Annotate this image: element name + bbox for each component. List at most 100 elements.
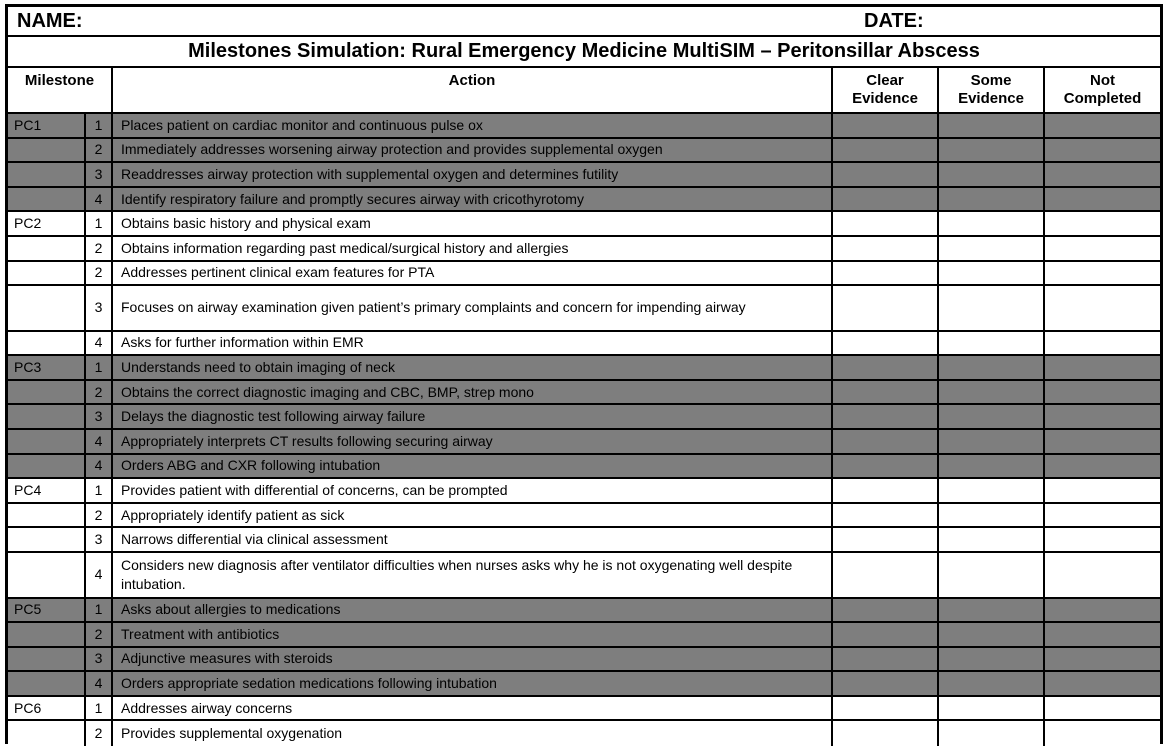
action-cell: Asks about allergies to medications [113, 598, 833, 622]
some-evidence-cell[interactable] [939, 721, 1045, 747]
clear-evidence-cell[interactable] [833, 236, 939, 260]
not-completed-cell[interactable] [1045, 430, 1160, 453]
clear-evidence-cell[interactable] [833, 138, 939, 162]
not-completed-cell[interactable] [1045, 114, 1160, 137]
level-cell: 4 [86, 430, 113, 453]
clear-evidence-cell[interactable] [833, 647, 939, 671]
milestone-cell [8, 236, 86, 260]
level-cell: 4 [86, 553, 113, 597]
clear-evidence-cell[interactable] [833, 598, 939, 622]
clear-evidence-cell[interactable] [833, 623, 939, 646]
level-cell: 1 [86, 114, 113, 137]
some-evidence-cell[interactable] [939, 212, 1045, 235]
some-evidence-cell[interactable] [939, 528, 1045, 551]
action-cell: Appropriately identify patient as sick [113, 503, 833, 527]
milestone-cell [8, 187, 86, 211]
some-evidence-cell[interactable] [939, 672, 1045, 695]
level-cell: 2 [86, 236, 113, 260]
not-completed-cell[interactable] [1045, 553, 1160, 597]
table-row: 3 Focuses on airway examination given pa… [8, 286, 1160, 332]
clear-evidence-cell[interactable] [833, 187, 939, 211]
not-completed-cell[interactable] [1045, 697, 1160, 720]
not-completed-cell[interactable] [1045, 262, 1160, 285]
clear-evidence-cell[interactable] [833, 430, 939, 453]
clear-evidence-cell[interactable] [833, 380, 939, 404]
some-evidence-cell[interactable] [939, 430, 1045, 453]
milestone-cell [8, 528, 86, 551]
some-evidence-cell[interactable] [939, 236, 1045, 260]
level-cell: 1 [86, 598, 113, 622]
clear-evidence-cell[interactable] [833, 696, 939, 720]
clear-evidence-cell[interactable] [833, 405, 939, 429]
milestones-table: NAME: DATE: Milestones Simulation: Rural… [5, 4, 1163, 747]
milestone-cell [8, 405, 86, 429]
not-completed-cell[interactable] [1045, 455, 1160, 478]
table-row: 3 Readdresses airway protection with sup… [8, 163, 1160, 188]
some-evidence-cell[interactable] [939, 553, 1045, 597]
some-evidence-cell[interactable] [939, 261, 1045, 285]
not-completed-cell[interactable] [1045, 332, 1160, 355]
clear-evidence-cell[interactable] [833, 261, 939, 285]
clear-evidence-cell[interactable] [833, 721, 939, 747]
table-row: 2 Provides supplemental oxygenation [8, 721, 1160, 747]
not-completed-cell[interactable] [1045, 405, 1160, 428]
action-cell: Treatment with antibiotics [113, 623, 833, 646]
milestone-cell: PC3 [8, 356, 86, 379]
clear-evidence-cell[interactable] [833, 479, 939, 502]
clear-evidence-cell[interactable] [833, 114, 939, 137]
clear-evidence-cell[interactable] [833, 672, 939, 695]
milestone-cell: PC2 [8, 212, 86, 235]
clear-evidence-cell[interactable] [833, 454, 939, 478]
clear-evidence-cell[interactable] [833, 553, 939, 597]
clear-evidence-cell[interactable] [833, 503, 939, 527]
some-evidence-cell[interactable] [939, 163, 1045, 186]
some-evidence-cell[interactable] [939, 380, 1045, 404]
some-evidence-cell[interactable] [939, 696, 1045, 720]
some-evidence-cell[interactable] [939, 598, 1045, 622]
not-completed-cell[interactable] [1045, 237, 1160, 260]
action-cell: Obtains basic history and physical exam [113, 212, 833, 235]
some-evidence-cell[interactable] [939, 114, 1045, 137]
not-completed-cell[interactable] [1045, 504, 1160, 527]
not-completed-cell[interactable] [1045, 721, 1160, 746]
not-completed-cell[interactable] [1045, 528, 1160, 551]
level-cell: 4 [86, 331, 113, 355]
clear-evidence-cell[interactable] [833, 163, 939, 186]
clear-evidence-cell[interactable] [833, 356, 939, 379]
some-evidence-cell[interactable] [939, 187, 1045, 211]
clear-evidence-cell[interactable] [833, 528, 939, 551]
clear-evidence-cell[interactable] [833, 286, 939, 330]
action-cell: Orders appropriate sedation medications … [113, 672, 833, 695]
some-evidence-cell[interactable] [939, 454, 1045, 478]
not-completed-cell[interactable] [1045, 648, 1160, 671]
date-blank-field[interactable] [938, 7, 1158, 35]
not-completed-cell[interactable] [1045, 479, 1160, 502]
some-evidence-cell[interactable] [939, 331, 1045, 355]
some-evidence-cell[interactable] [939, 356, 1045, 379]
not-completed-cell[interactable] [1045, 381, 1160, 404]
not-completed-cell[interactable] [1045, 188, 1160, 211]
not-completed-cell[interactable] [1045, 599, 1160, 622]
some-evidence-cell[interactable] [939, 623, 1045, 646]
some-evidence-cell[interactable] [939, 503, 1045, 527]
some-evidence-cell[interactable] [939, 647, 1045, 671]
clear-evidence-cell[interactable] [833, 212, 939, 235]
not-completed-cell[interactable] [1045, 212, 1160, 235]
not-completed-cell[interactable] [1045, 672, 1160, 695]
not-completed-cell[interactable] [1045, 356, 1160, 379]
some-evidence-cell[interactable] [939, 138, 1045, 162]
not-completed-cell[interactable] [1045, 139, 1160, 162]
table-row: 4 Orders appropriate sedation medication… [8, 672, 1160, 697]
clear-evidence-cell[interactable] [833, 331, 939, 355]
level-cell: 2 [86, 503, 113, 527]
some-evidence-cell[interactable] [939, 479, 1045, 502]
table-row: 2 Immediately addresses worsening airway… [8, 138, 1160, 164]
table-row: PC6 1 Addresses airway concerns [8, 696, 1160, 722]
milestone-cell [8, 163, 86, 186]
some-evidence-cell[interactable] [939, 405, 1045, 429]
not-completed-cell[interactable] [1045, 163, 1160, 186]
not-completed-cell[interactable] [1045, 286, 1160, 330]
column-header-not-completed: Not Completed [1063, 72, 1142, 107]
not-completed-cell[interactable] [1045, 623, 1160, 646]
some-evidence-cell[interactable] [939, 286, 1045, 330]
